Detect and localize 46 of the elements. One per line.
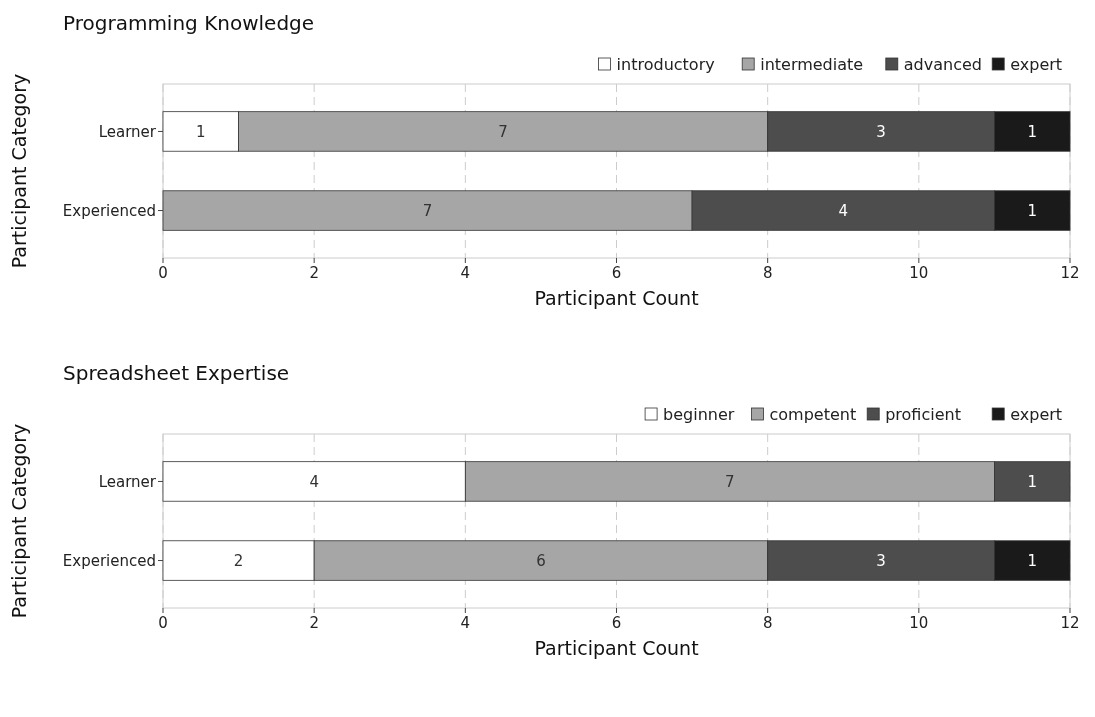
x-tick-label: 8 <box>762 614 773 632</box>
x-tick-label: 12 <box>1060 264 1080 282</box>
x-tick-label: 4 <box>460 264 471 282</box>
y-axis-title: Participant Category <box>8 423 30 619</box>
data-label: 1 <box>1027 472 1037 491</box>
legend-label: competent <box>769 404 857 424</box>
x-tick-label: 2 <box>309 614 319 632</box>
y-tick-label: Learner <box>98 122 157 141</box>
data-label: 1 <box>1027 551 1037 570</box>
x-tick-label: 0 <box>158 614 168 632</box>
x-tick-label: 6 <box>611 264 622 282</box>
legend-label: beginner <box>663 404 735 424</box>
x-tick-label: 12 <box>1060 614 1080 632</box>
data-label: 7 <box>725 472 735 491</box>
data-label: 1 <box>196 122 206 141</box>
x-tick-label: 6 <box>611 614 622 632</box>
chart-title: Spreadsheet Expertise <box>63 361 290 385</box>
legend-label: proficient <box>885 404 961 424</box>
legend-label: intermediate <box>760 54 864 74</box>
data-label: 2 <box>233 551 244 570</box>
chart-title: Programming Knowledge <box>63 11 315 35</box>
legend-label: expert <box>1010 54 1063 74</box>
data-label: 7 <box>498 122 508 141</box>
legend-label: advanced <box>903 54 982 74</box>
x-tick-label: 4 <box>460 614 471 632</box>
x-tick-label: 2 <box>309 264 319 282</box>
x-tick-label: 0 <box>158 264 168 282</box>
y-tick-label: Experienced <box>62 201 156 220</box>
data-label: 1 <box>1027 122 1037 141</box>
legend-label: introductory <box>616 54 715 74</box>
data-label: 6 <box>536 551 546 570</box>
data-label: 4 <box>838 201 849 220</box>
y-axis-title: Participant Category <box>8 73 30 269</box>
data-label: 3 <box>876 551 886 570</box>
data-label: 3 <box>876 122 886 141</box>
x-tick-label: 10 <box>909 264 929 282</box>
y-tick-label: Experienced <box>62 551 156 570</box>
legend-label: expert <box>1010 404 1063 424</box>
x-tick-label: 10 <box>909 614 929 632</box>
data-label: 7 <box>422 201 433 220</box>
data-label: 4 <box>309 472 319 491</box>
x-tick-label: 8 <box>762 264 773 282</box>
x-axis-title: Participant Count <box>534 287 699 309</box>
y-tick-label: Learner <box>98 472 157 491</box>
x-axis-title: Participant Count <box>534 637 699 659</box>
data-label: 1 <box>1027 201 1037 220</box>
